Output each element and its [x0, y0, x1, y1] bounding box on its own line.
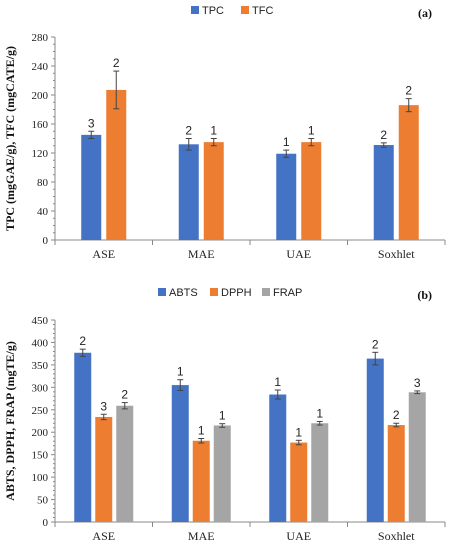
x-tick-label: ASE — [92, 247, 115, 261]
chart-panel-b: 0 50 100 150 200 250 300 350 400 450 ASE MAE UAE Soxh… — [3, 287, 446, 543]
data-label: 1 — [295, 425, 302, 439]
y-tick-label: 150 — [32, 450, 49, 462]
data-label: 2 — [79, 334, 86, 348]
legend-swatch — [210, 288, 218, 296]
legend-swatch — [241, 6, 249, 14]
x-tick-label: MAE — [188, 529, 215, 543]
chart-panel-a: 0 40 80 120 160 200 240 280 ASE MAE UAE Soxhlet 3 2 2 1… — [3, 5, 446, 261]
data-label: 2 — [372, 337, 379, 351]
data-label: 3 — [88, 116, 95, 130]
data-label: 2 — [185, 124, 192, 138]
legend-label: TFC — [252, 5, 273, 17]
bar-abts-mae — [171, 385, 189, 522]
x-tick-label: Soxhlet — [378, 529, 415, 543]
legend-label: DPPH — [221, 287, 252, 299]
y-tick-label: 40 — [37, 206, 49, 218]
y-axis-title: ABTS, DPPH, FRAP (mgTE/g) — [3, 341, 17, 501]
bar-dpph-uae — [290, 442, 308, 522]
legend-swatch — [262, 288, 270, 296]
x-tick-label: MAE — [188, 247, 215, 261]
y-tick-label: 200 — [32, 427, 49, 439]
y-tick-label: 50 — [37, 495, 49, 507]
panel-label: (b) — [417, 288, 432, 302]
bar-tfc-ase — [106, 89, 127, 240]
bar-abts-uae — [269, 394, 287, 522]
data-label: 1 — [283, 135, 290, 149]
bar-dpph-mae — [192, 440, 210, 522]
bar-tfc-soxhlet — [398, 105, 419, 241]
y-tick-label: 0 — [43, 235, 49, 247]
y-tick-label: 280 — [32, 32, 49, 44]
bar-frap-mae — [213, 425, 231, 522]
y-tick-label: 120 — [32, 148, 49, 160]
y-tick-label: 350 — [32, 360, 49, 372]
legend-label: FRAP — [273, 287, 302, 299]
bar-frap-soxhlet — [408, 392, 426, 522]
y-tick-label: 300 — [32, 382, 49, 394]
data-label: 1 — [177, 365, 184, 379]
panel-label: (a) — [418, 6, 432, 20]
y-tick-label: 200 — [32, 90, 49, 102]
legend-swatch — [158, 288, 166, 296]
bar-tfc-mae — [203, 142, 224, 240]
data-label: 2 — [405, 84, 412, 98]
bar-dpph-ase — [95, 416, 113, 522]
data-label: 2 — [380, 128, 387, 142]
y-tick-label: 240 — [32, 61, 49, 73]
legend-swatch — [191, 6, 199, 14]
bar-tpc-ase — [81, 134, 102, 240]
x-tick-label: UAE — [286, 529, 311, 543]
bar-frap-ase — [116, 405, 134, 522]
bar-tpc-mae — [178, 144, 199, 240]
y-tick-label: 450 — [32, 315, 49, 327]
y-tick-label: 160 — [32, 119, 49, 131]
data-label: 1 — [274, 375, 281, 389]
data-label: 1 — [210, 124, 217, 138]
bar-dpph-soxhlet — [387, 425, 405, 522]
data-label: 3 — [414, 376, 421, 390]
data-label: 1 — [308, 124, 315, 138]
y-tick-label: 80 — [37, 177, 49, 189]
x-tick-label: ASE — [92, 529, 115, 543]
data-label: 2 — [113, 56, 120, 70]
x-tick-label: UAE — [286, 247, 311, 261]
y-axis-title: TPC (mgGAE/g), TFC (mgCATE/g) — [3, 46, 17, 231]
data-label: 2 — [121, 388, 128, 402]
x-tick-label: Soxhlet — [378, 247, 415, 261]
data-label: 1 — [316, 406, 323, 420]
y-tick-label: 400 — [32, 337, 49, 349]
y-tick-label: 0 — [43, 517, 49, 529]
data-label: 1 — [219, 409, 226, 423]
bar-abts-ase — [74, 352, 92, 522]
y-tick-label: 100 — [32, 472, 49, 484]
bar-tfc-uae — [301, 142, 322, 240]
data-label: 3 — [100, 399, 107, 413]
legend-label: ABTS — [169, 287, 198, 299]
bar-tpc-uae — [276, 153, 297, 240]
y-tick-label: 250 — [32, 405, 49, 417]
data-label: 1 — [198, 424, 205, 438]
legend-label: TPC — [202, 5, 224, 17]
bar-tpc-soxhlet — [373, 145, 394, 240]
data-label: 2 — [393, 408, 400, 422]
bar-frap-uae — [311, 423, 329, 522]
bar-abts-soxhlet — [366, 358, 384, 522]
